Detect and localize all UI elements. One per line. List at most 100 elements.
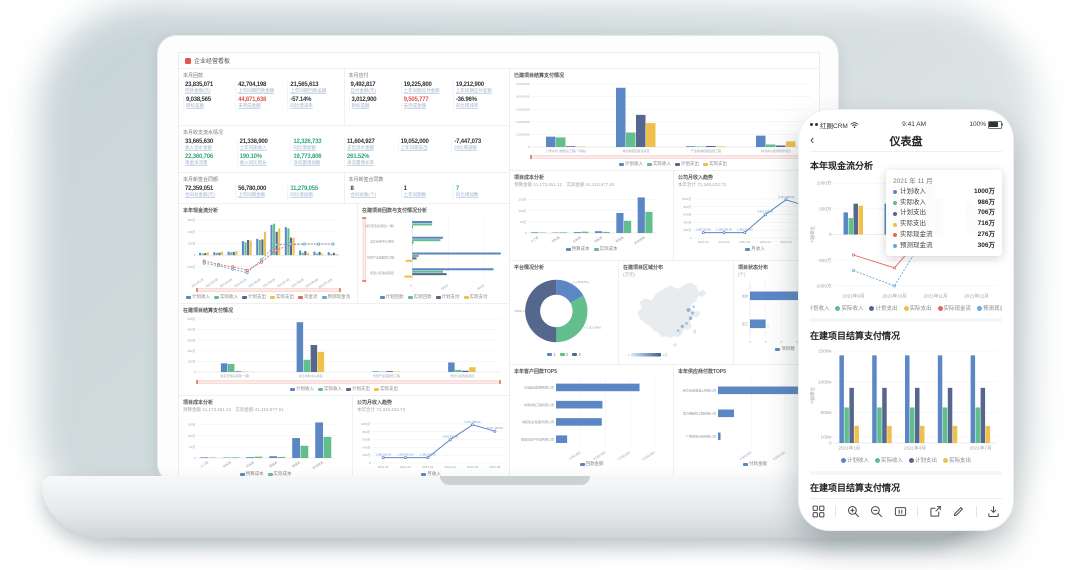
chart-legend[interactable]: 预算成本 实际成本 — [514, 245, 669, 253]
phone-settlement-chart[interactable]: 1500w 1000w 500w 100w 0 Y轴单位 2021年1月 2021年4月 202… — [810, 344, 1000, 454]
chart-legend[interactable]: 项目数 — [738, 345, 819, 353]
chart-legend[interactable]: 计划回款 实际回款 计划支付 实际支付 — [362, 293, 505, 301]
kpi-stat-link[interactable]: 未完成金额 — [238, 103, 261, 108]
legend-item[interactable]: 回款金额 — [579, 461, 604, 467]
chart-legend[interactable]: 计划收入实际收入计划支出实际支出实际现金流预测现金流 — [810, 302, 1002, 314]
income-trend-chart[interactable]: 1000万 800万 600万 400万 200万 0 1,380,000.00 1,380,… — [357, 414, 509, 470]
legend-item[interactable]: 计划支出 — [869, 304, 898, 312]
edit-icon[interactable] — [952, 505, 965, 518]
legend-item[interactable]: 实际收入 — [318, 386, 342, 392]
legend-item[interactable]: 计划收入 — [840, 456, 869, 464]
legend-item[interactable]: 1 — [547, 352, 556, 357]
legend-item[interactable]: 实际成本 — [593, 246, 618, 252]
legend-item[interactable]: 实际支出 — [703, 161, 727, 167]
kpi-stat-link[interactable]: 应付金额(元) — [350, 88, 377, 93]
share-icon[interactable] — [929, 505, 942, 518]
legend-item[interactable]: 计划支出 — [909, 456, 937, 464]
legend-item[interactable]: 实际支出 — [270, 294, 294, 300]
platform-donut-chart[interactable]: 1 (16.67%) 2 (33.33%) 3 (50.00%) — [514, 272, 606, 350]
legend-item[interactable]: 实际收入 — [214, 294, 238, 300]
settlement-chart[interactable]: 500万 400万 300万 200万 100万 0 城东安置房项目(一期) 滨江商务中心项目… — [183, 315, 503, 385]
legend-item[interactable]: 计划收入 — [810, 304, 829, 312]
legend-item[interactable]: 实际支出 — [903, 304, 932, 312]
legend-item[interactable]: 计划回款 — [379, 294, 404, 300]
kpi-stat-link[interactable]: 收入同比增长 — [239, 160, 267, 165]
kpi-stat-link[interactable]: 回款金额(元) — [185, 88, 211, 93]
kpi-stat-link[interactable]: 现金净流量 — [185, 160, 208, 165]
chart-legend[interactable]: 计划收入 实际收入 计划支出 实际支出 — [810, 454, 1002, 466]
legend-item[interactable]: 实际回款 — [407, 294, 432, 300]
chart-legend[interactable]: 月收入 — [357, 470, 505, 478]
kpi-stat-link[interactable]: 同比增减率 — [290, 103, 313, 108]
kpi-stat-link[interactable]: 同比增减率 — [455, 103, 479, 108]
legend-item[interactable]: 实际现金流 — [937, 304, 971, 312]
legend-item[interactable]: 月收入 — [421, 471, 441, 477]
kpi-stat-link[interactable]: 净流量增长率 — [347, 160, 374, 165]
legend-item[interactable]: 预算成本 — [565, 246, 590, 252]
chart-legend[interactable]: 预算成本 实际成本 — [183, 470, 348, 478]
kpi-stat-link[interactable]: 上年同期回款金额 — [238, 88, 275, 93]
kpi-stat-link[interactable]: 上年同期金额 — [238, 192, 266, 197]
legend-item[interactable]: 预测现金流 — [977, 304, 1002, 312]
kpi-stat-link[interactable]: 上年同期支出 — [400, 145, 428, 150]
legend-item[interactable]: 实际支出 — [374, 386, 398, 392]
chart-legend[interactable]: 回款金额 — [514, 460, 669, 468]
legend-item[interactable]: 3 — [572, 352, 581, 357]
legend-item[interactable]: 计划收入 — [186, 294, 210, 300]
kpi-stat-link[interactable]: 收入流水金额 — [185, 145, 212, 150]
kpi-stat-link[interactable]: 支出流水金额 — [347, 145, 374, 150]
download-icon[interactable] — [987, 505, 1000, 518]
chart-legend[interactable]: 计划收入 实际收入 计划支出 实际支出 — [183, 385, 505, 393]
kpi-stat-link[interactable]: 未完成金额 — [403, 103, 427, 108]
card-view-icon[interactable] — [894, 505, 907, 518]
kpi-stat-link[interactable]: 同比增加数 — [455, 192, 479, 197]
chart-legend[interactable]: 付款金额 — [678, 460, 819, 468]
kpi-stat-link[interactable]: 上年同期应付金额 — [403, 88, 440, 93]
kpi-stat-link[interactable]: 目标差额 — [351, 103, 370, 108]
legend-item[interactable]: 实际收入 — [874, 456, 903, 464]
chart-legend[interactable]: 计划收入 实际收入 计划支出 实际支出 — [514, 160, 819, 168]
legend-item[interactable]: 计划支出 — [346, 386, 370, 392]
legend-item[interactable]: 实际支出 — [943, 456, 971, 464]
chart-legend[interactable]: 计划收入 实际收入 计划支出 实际支出 现金流 预测现金流 — [183, 293, 353, 301]
chart-legend[interactable]: 月收入 — [678, 245, 819, 253]
china-map[interactable]: 0 1万 — [623, 279, 721, 359]
legend-item[interactable]: 实际收入 — [835, 304, 863, 312]
legend-item[interactable]: 2 — [559, 352, 568, 357]
legend-item[interactable]: 计划收入 — [619, 161, 643, 167]
construction-pay-chart[interactable]: 0 100万 200万 城东安置房项目(一期) 滨江商务中心项目智慧产业园配套工程老旧小… — [362, 215, 509, 293]
kpi-stat-link[interactable]: 上年同期收入 — [239, 145, 267, 150]
legend-item[interactable]: 项目数 — [775, 346, 795, 352]
back-button[interactable]: ‹ — [810, 132, 815, 147]
zoom-out-icon[interactable] — [870, 505, 883, 518]
legend-item[interactable]: 预算成本 — [239, 471, 264, 477]
legend-item[interactable]: 月收入 — [745, 246, 765, 252]
kpi-stat-link[interactable]: 上年同期应付差额 — [455, 88, 492, 93]
kpi-stat-link[interactable]: 目标差额 — [186, 103, 204, 108]
legend-item[interactable]: 计划收入 — [290, 386, 314, 392]
legend-item[interactable]: 预测现金流 — [321, 294, 350, 300]
kpi-stat-link[interactable]: 合同总金额(元) — [185, 192, 215, 197]
kpi-stat-link[interactable]: 上年同期回款差额 — [290, 88, 327, 93]
legend-item[interactable]: 实际支付 — [463, 294, 488, 300]
legend-item[interactable]: 计划支付 — [435, 294, 460, 300]
legend-item[interactable]: 计划支出 — [242, 294, 266, 300]
kpi-stat-link[interactable]: 上年同期数 — [403, 192, 427, 197]
customer-top5-chart[interactable]: 4,000,000 8,000,000 12,000,000 16,000,000 华远… — [514, 376, 659, 460]
legend-item[interactable]: 计划支出 — [675, 161, 699, 167]
kpi-stat-link[interactable]: 净流量增加额 — [293, 160, 321, 165]
zoom-in-icon[interactable] — [847, 505, 860, 518]
legend-item[interactable]: 实际收入 — [647, 161, 671, 167]
kpi-stat-link[interactable]: 同比增加额 — [290, 192, 313, 197]
legend-item[interactable]: 实际成本 — [267, 471, 292, 477]
legend-item[interactable]: 现金流 — [298, 294, 318, 300]
completed-settlement-chart[interactable]: 5,000,000 4,000,000 3,000,000 2,000,000 1,00… — [514, 80, 814, 160]
legend-item[interactable]: 付款金额 — [743, 461, 767, 467]
kpi-stat-link[interactable]: 合同总数(个) — [350, 192, 377, 197]
kpi-stat-link[interactable]: 同比增减额 — [454, 145, 477, 150]
grid-view-icon[interactable] — [812, 505, 825, 518]
